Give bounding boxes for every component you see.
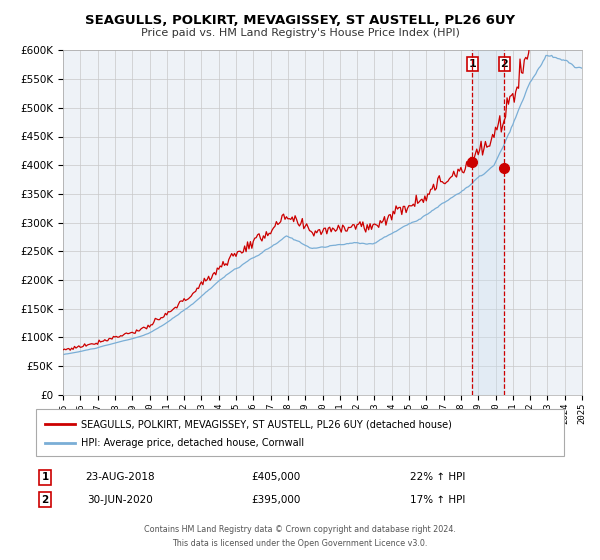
Bar [472,50,504,395]
Text: HPI: Average price, detached house, Cornwall: HPI: Average price, detached house, Corn… [81,438,304,448]
Text: 23-AUG-2018: 23-AUG-2018 [85,472,155,482]
Text: 2: 2 [500,59,508,69]
Text: Price paid vs. HM Land Registry's House Price Index (HPI): Price paid vs. HM Land Registry's House … [140,28,460,38]
Text: SEAGULLS, POLKIRT, MEVAGISSEY, ST AUSTELL, PL26 6UY (detached house): SEAGULLS, POLKIRT, MEVAGISSEY, ST AUSTEL… [81,419,452,429]
Text: 1: 1 [41,472,49,482]
Text: 2: 2 [41,494,49,505]
Text: 17% ↑ HPI: 17% ↑ HPI [410,494,466,505]
Text: £395,000: £395,000 [251,494,301,505]
Text: 30-JUN-2020: 30-JUN-2020 [87,494,153,505]
Text: SEAGULLS, POLKIRT, MEVAGISSEY, ST AUSTELL, PL26 6UY: SEAGULLS, POLKIRT, MEVAGISSEY, ST AUSTEL… [85,14,515,27]
Text: This data is licensed under the Open Government Licence v3.0.: This data is licensed under the Open Gov… [172,539,428,548]
Text: £405,000: £405,000 [251,472,301,482]
Text: Contains HM Land Registry data © Crown copyright and database right 2024.: Contains HM Land Registry data © Crown c… [144,525,456,534]
Text: 1: 1 [468,59,476,69]
Text: 22% ↑ HPI: 22% ↑ HPI [410,472,466,482]
